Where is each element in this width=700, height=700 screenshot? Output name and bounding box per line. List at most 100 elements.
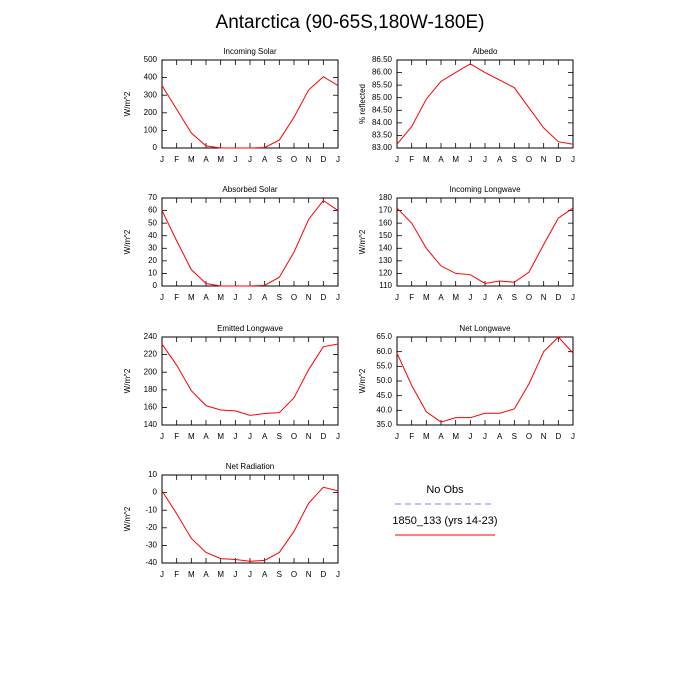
y-tick-label: 140 xyxy=(379,243,393,252)
x-tick-label: N xyxy=(306,432,312,441)
y-tick-label: 220 xyxy=(144,350,158,359)
panel: Incoming Longwave W/m^2 110 120 130 140 150 160… xyxy=(358,185,575,302)
x-tick-label: J xyxy=(468,293,472,302)
x-tick-label: N xyxy=(306,155,312,164)
x-tick-label: J xyxy=(248,432,252,441)
x-tick-label: N xyxy=(541,155,547,164)
y-axis-label: W/m^2 xyxy=(123,368,132,393)
x-tick-label: S xyxy=(277,293,282,302)
y-tick-label: 200 xyxy=(144,367,158,376)
x-tick-label: J xyxy=(336,570,340,579)
y-tick-label: 10 xyxy=(148,269,157,278)
data-line xyxy=(396,63,574,145)
x-tick-label: F xyxy=(174,155,179,164)
x-tick-label: J xyxy=(571,155,575,164)
panel-title: Net Longwave xyxy=(459,324,511,333)
x-tick-label: A xyxy=(438,155,444,164)
x-tick-label: O xyxy=(291,293,297,302)
y-tick-label: 65.0 xyxy=(376,332,392,341)
x-tick-label: S xyxy=(512,432,517,441)
x-tick-label: J xyxy=(336,432,340,441)
x-tick-label: A xyxy=(438,432,444,441)
x-tick-label: A xyxy=(497,155,503,164)
y-tick-label: 100 xyxy=(144,126,158,135)
y-tick-label: 180 xyxy=(379,193,393,202)
y-tick-label: 86.00 xyxy=(372,68,393,77)
x-tick-label: J xyxy=(160,293,164,302)
y-tick-label: 300 xyxy=(144,90,158,99)
y-tick-label: 500 xyxy=(144,55,158,64)
panel-title: Absorbed Solar xyxy=(222,185,277,194)
x-tick-label: D xyxy=(555,432,561,441)
y-tick-label: 0 xyxy=(153,281,158,290)
x-tick-label: J xyxy=(483,155,487,164)
panel: Albedo % reflected 83.00 83.50 84.00 84.50 85.… xyxy=(358,47,575,164)
x-tick-label: M xyxy=(217,570,224,579)
x-tick-label: D xyxy=(555,293,561,302)
x-tick-label: F xyxy=(409,293,414,302)
x-tick-label: M xyxy=(188,570,195,579)
x-tick-label: N xyxy=(306,570,312,579)
x-tick-label: A xyxy=(203,432,209,441)
plot-frame xyxy=(396,336,574,426)
y-axis-label: W/m^2 xyxy=(123,229,132,254)
x-tick-label: J xyxy=(571,432,575,441)
y-tick-label: 70 xyxy=(148,193,157,202)
x-tick-label: J xyxy=(160,570,164,579)
legend-label: 1850_133 (yrs 14-23) xyxy=(392,515,497,527)
x-tick-label: S xyxy=(277,570,282,579)
panel-title: Incoming Solar xyxy=(223,47,277,56)
y-tick-label: 45.0 xyxy=(376,391,392,400)
plot-frame xyxy=(161,474,339,564)
y-tick-label: 140 xyxy=(144,420,158,429)
y-tick-label: 130 xyxy=(379,256,393,265)
x-tick-label: F xyxy=(409,155,414,164)
x-tick-label: M xyxy=(452,432,459,441)
panel-title: Emitted Longwave xyxy=(217,324,283,333)
x-tick-label: S xyxy=(277,155,282,164)
y-tick-label: 200 xyxy=(144,108,158,117)
x-tick-label: M xyxy=(217,155,224,164)
x-tick-label: A xyxy=(497,432,503,441)
y-tick-label: 400 xyxy=(144,73,158,82)
x-tick-label: A xyxy=(262,432,268,441)
plot-frame xyxy=(161,59,339,149)
x-tick-label: S xyxy=(277,432,282,441)
x-tick-label: J xyxy=(248,570,252,579)
x-tick-label: J xyxy=(248,293,252,302)
y-tick-label: 170 xyxy=(379,206,393,215)
y-tick-label: 85.50 xyxy=(372,80,393,89)
x-tick-label: J xyxy=(483,432,487,441)
x-tick-label: M xyxy=(423,432,430,441)
x-tick-label: J xyxy=(233,155,237,164)
plot-frame xyxy=(161,336,339,426)
x-tick-label: D xyxy=(320,432,326,441)
y-axis-label: W/m^2 xyxy=(358,229,367,254)
data-line xyxy=(396,207,574,285)
data-line xyxy=(396,336,574,423)
panel: Net Longwave W/m^2 35.0 40.0 45.0 50.0 55.0 60.… xyxy=(358,324,575,441)
x-tick-label: D xyxy=(320,570,326,579)
plot-frame xyxy=(161,197,339,287)
x-tick-label: J xyxy=(468,432,472,441)
y-tick-label: 83.00 xyxy=(372,143,393,152)
y-axis-label: % reflected xyxy=(358,84,367,124)
x-tick-label: A xyxy=(203,570,209,579)
x-tick-label: N xyxy=(541,293,547,302)
x-tick-label: M xyxy=(452,293,459,302)
page-title: Antarctica (90-65S,180W-180E) xyxy=(216,12,485,33)
x-tick-label: F xyxy=(174,432,179,441)
x-tick-label: J xyxy=(395,293,399,302)
x-tick-label: J xyxy=(395,155,399,164)
x-tick-label: J xyxy=(468,155,472,164)
y-tick-label: 0 xyxy=(153,143,158,152)
x-tick-label: N xyxy=(541,432,547,441)
panel-title: Net Radiation xyxy=(226,462,274,471)
plot-frame xyxy=(396,59,574,149)
x-tick-label: D xyxy=(320,293,326,302)
y-tick-label: 50.0 xyxy=(376,376,392,385)
y-tick-label: 86.50 xyxy=(372,55,393,64)
x-tick-label: J xyxy=(336,293,340,302)
y-tick-label: 0 xyxy=(153,488,158,497)
